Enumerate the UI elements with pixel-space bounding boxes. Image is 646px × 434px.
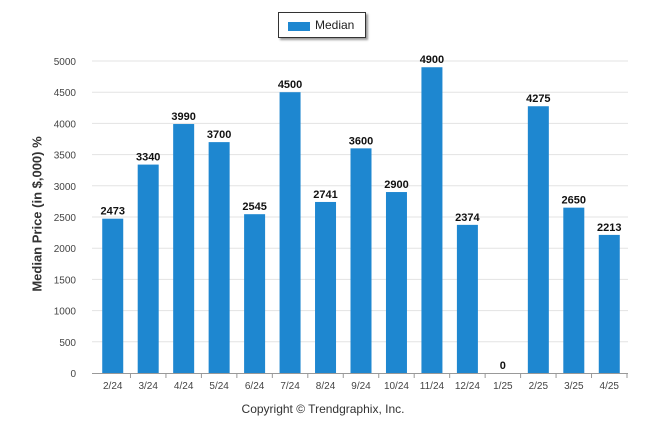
- x-tick-label: 10/24: [384, 381, 409, 392]
- bar: [279, 92, 301, 373]
- y-tick-label: 4500: [54, 88, 77, 99]
- x-tick-label: 2/25: [529, 381, 549, 392]
- data-label: 4275: [526, 93, 550, 105]
- x-tick-label: 6/24: [245, 381, 265, 392]
- legend-label-median: Median: [315, 18, 355, 32]
- data-label: 2650: [562, 195, 586, 207]
- x-tick-label: 3/24: [138, 381, 158, 392]
- bar: [421, 67, 443, 374]
- data-label: 4500: [278, 79, 302, 91]
- bar: [456, 224, 478, 373]
- data-label: 3700: [207, 129, 231, 141]
- x-tick-label: 3/25: [564, 381, 584, 392]
- bar: [598, 234, 620, 373]
- y-tick-label: 4000: [54, 119, 77, 130]
- bar: [527, 106, 549, 374]
- bar: [102, 218, 124, 373]
- x-tick-label: 2/24: [103, 381, 123, 392]
- y-tick-label: 500: [59, 338, 76, 349]
- data-label: 2900: [384, 179, 408, 191]
- legend-swatch-median: [288, 22, 310, 31]
- data-label: 0: [500, 360, 506, 372]
- bar: [350, 148, 372, 373]
- bar: [315, 201, 337, 373]
- data-label: 2374: [455, 212, 480, 224]
- bar: [208, 142, 230, 373]
- x-tick-label: 12/24: [455, 381, 480, 392]
- bar: [563, 207, 585, 373]
- y-tick-label: 3000: [54, 182, 77, 193]
- bar: [173, 124, 195, 373]
- y-tick-label: 1500: [54, 275, 77, 286]
- y-tick-label: 2000: [54, 244, 77, 255]
- x-tick-label: 7/24: [280, 381, 300, 392]
- data-label: 3990: [171, 111, 195, 123]
- y-tick-label: 3500: [54, 151, 77, 162]
- data-label: 2213: [597, 222, 621, 234]
- y-tick-label: 2500: [54, 213, 77, 224]
- x-tick-label: 4/24: [174, 381, 194, 392]
- y-tick-label: 5000: [54, 57, 77, 68]
- y-tick-label: 0: [70, 369, 76, 380]
- x-tick-label: 11/24: [420, 381, 445, 392]
- data-label: 3600: [349, 135, 373, 147]
- copyright-text: Copyright © Trendgraphix, Inc.: [241, 402, 405, 416]
- data-label: 3340: [136, 152, 160, 164]
- legend: Median: [278, 12, 366, 38]
- x-tick-label: 4/25: [600, 381, 620, 392]
- bar: [137, 164, 159, 373]
- data-label: 2545: [242, 201, 266, 213]
- data-label: 2741: [313, 189, 337, 201]
- y-tick-label: 1000: [54, 307, 77, 318]
- x-tick-label: 1/25: [493, 381, 513, 392]
- data-label: 4900: [420, 54, 444, 66]
- bar: [244, 214, 266, 373]
- x-tick-label: 9/24: [351, 381, 371, 392]
- bar: [385, 192, 407, 373]
- x-tick-label: 5/24: [209, 381, 229, 392]
- x-tick-label: 8/24: [316, 381, 336, 392]
- data-label: 2473: [100, 206, 124, 218]
